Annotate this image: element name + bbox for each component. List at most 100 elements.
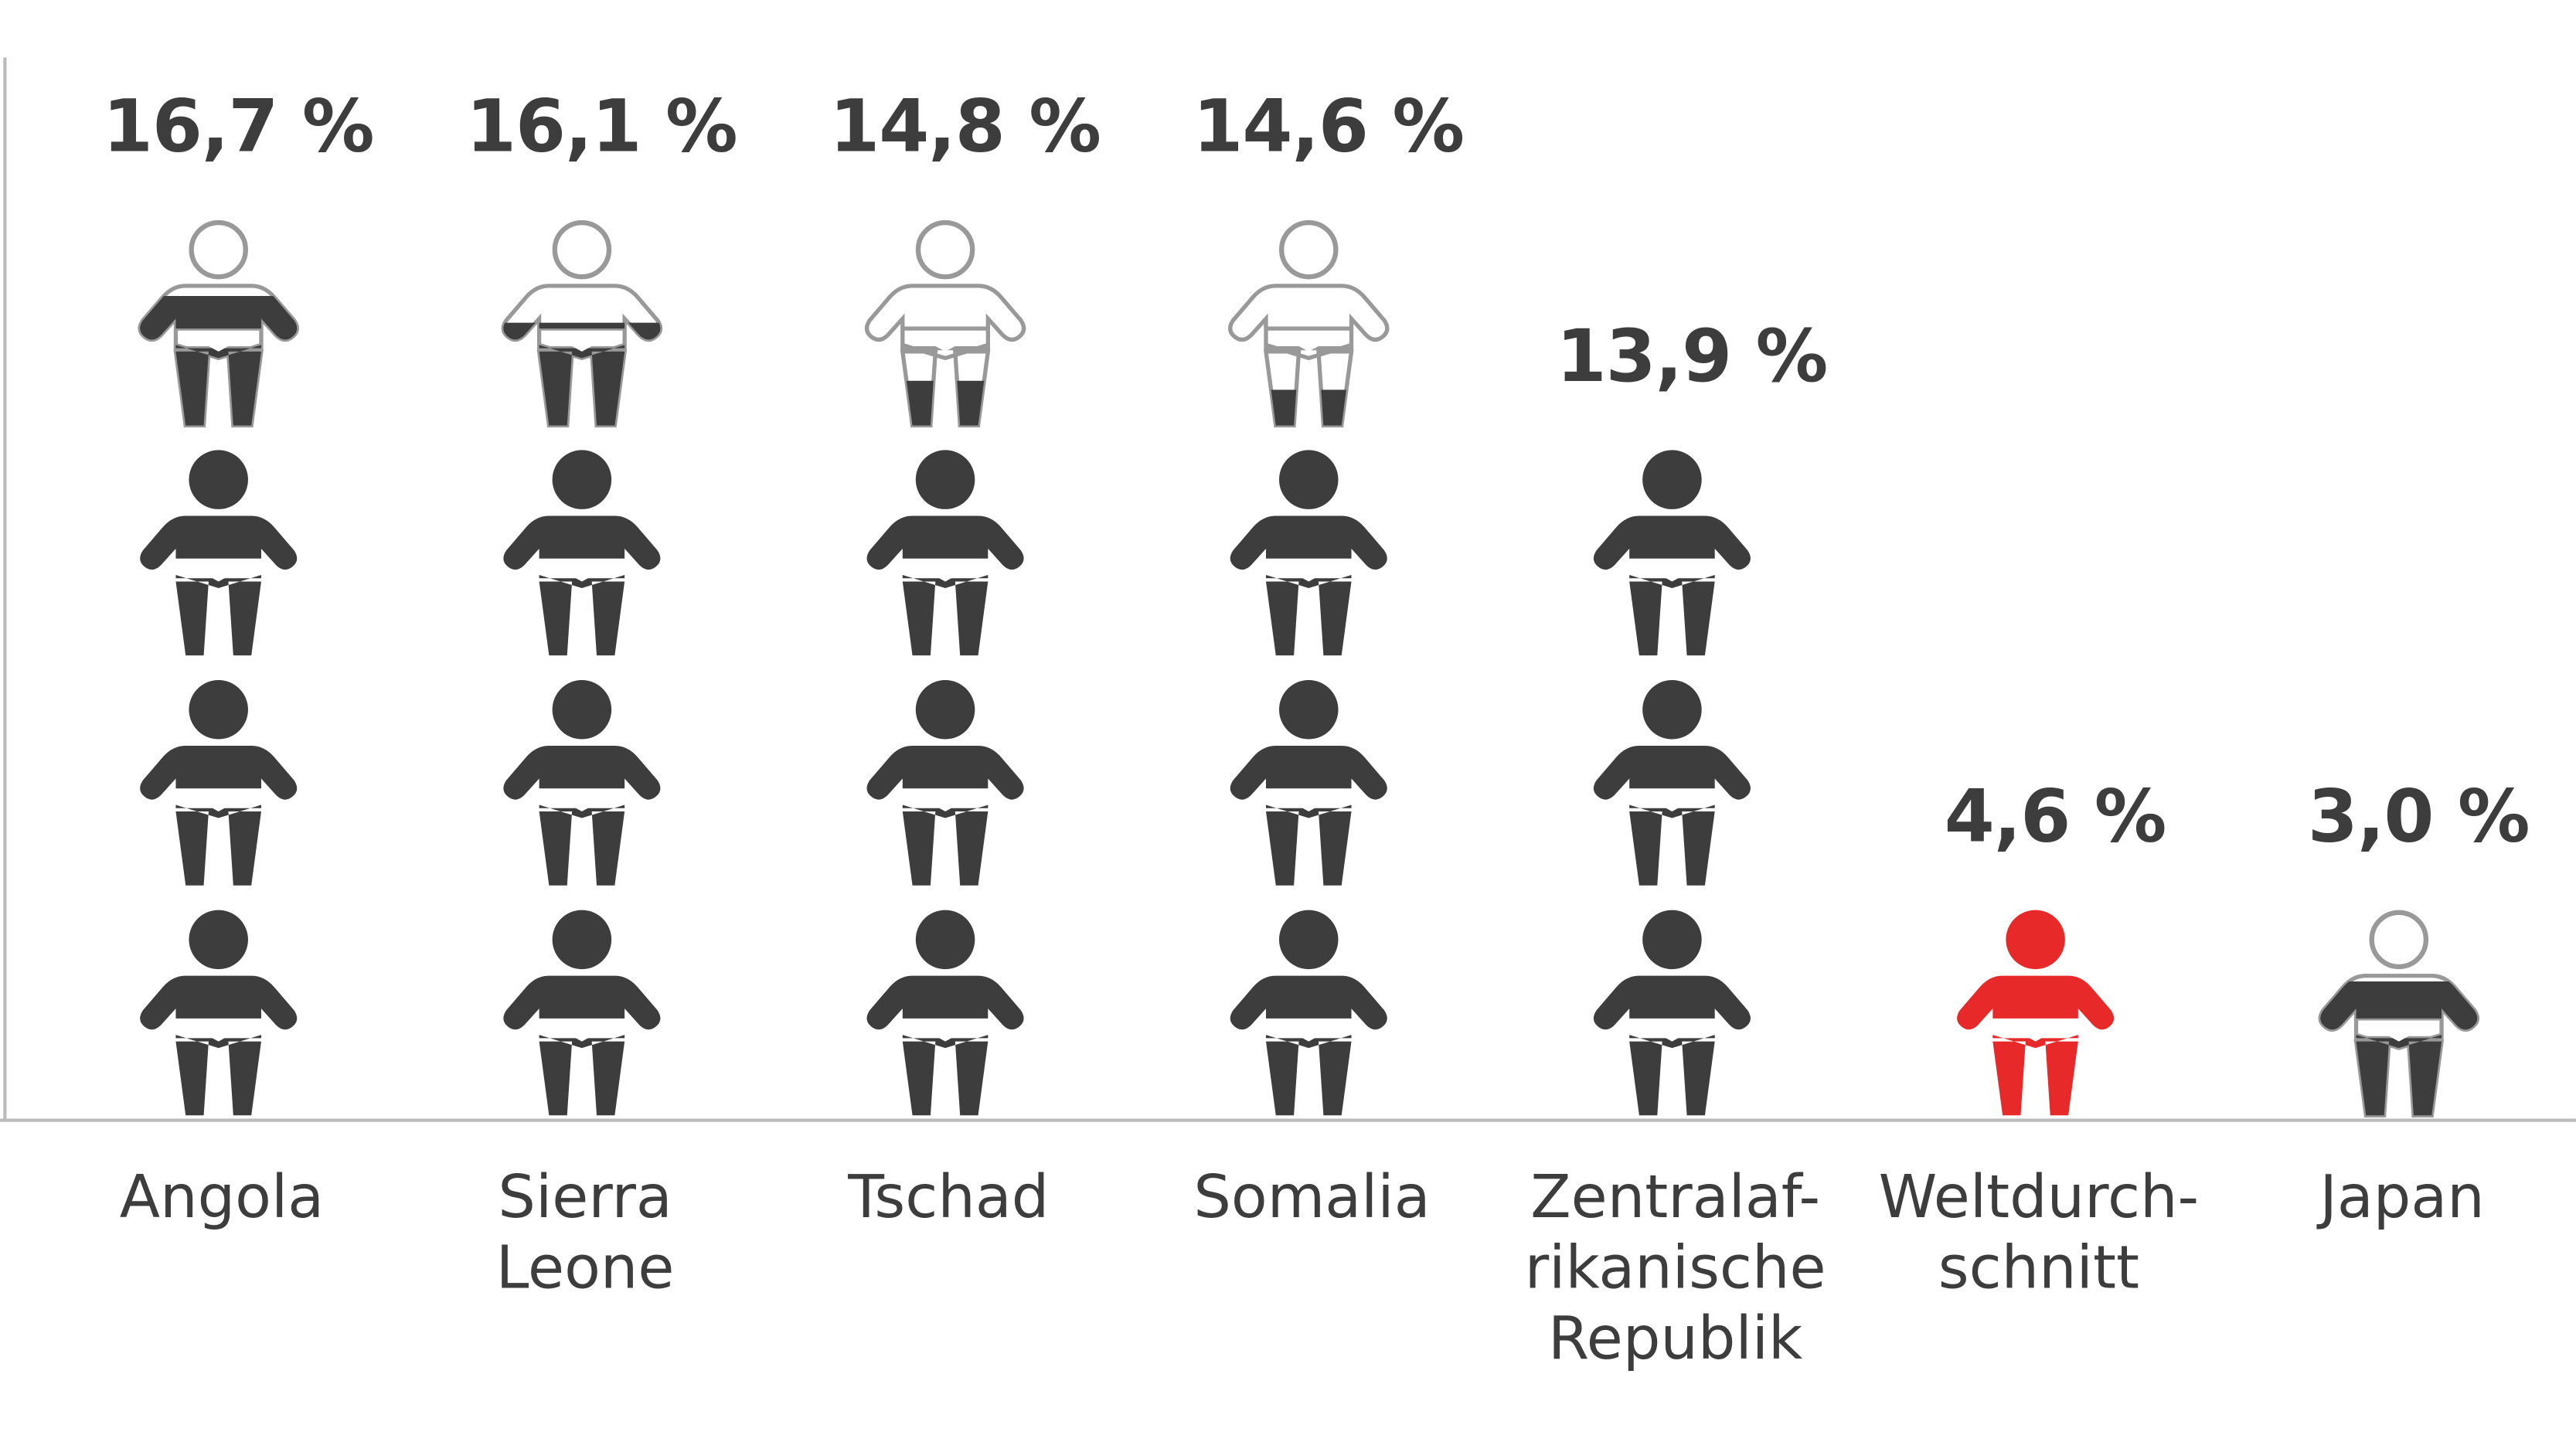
value-label: 14,6 % — [1193, 85, 1465, 169]
child-icon — [1230, 910, 1387, 1116]
icon-body — [140, 296, 298, 426]
icon-body — [2320, 981, 2478, 1116]
child-icon — [503, 679, 661, 886]
icon-head — [189, 450, 248, 509]
icon-head — [915, 910, 975, 970]
icon-body — [1230, 515, 1387, 656]
child-icon — [1228, 219, 1390, 428]
child-icon — [140, 679, 298, 886]
icon-diaper — [909, 332, 982, 352]
icon-head — [1278, 450, 1339, 509]
x-tick-label: Somalia — [1193, 1165, 1431, 1233]
icon-diaper — [182, 561, 255, 582]
icon-body — [503, 322, 661, 426]
x-tick-label: Zentralaf- rikanische Republik — [1524, 1165, 1826, 1374]
icon-head — [1642, 679, 1702, 740]
icon-body — [503, 515, 661, 656]
icon-head-outline — [2369, 910, 2429, 970]
icon-diaper — [1635, 561, 1709, 582]
icon-diaper — [1272, 561, 1346, 582]
x-tick-label: Angola — [119, 1165, 325, 1233]
child-icon — [1593, 679, 1751, 886]
icon-body — [866, 975, 1024, 1116]
child-icon — [866, 450, 1024, 656]
child-icon — [2318, 910, 2479, 1117]
icon-body — [866, 515, 1024, 656]
child-icon — [1230, 450, 1387, 656]
value-label: 14,8 % — [829, 85, 1101, 169]
child-icon — [866, 910, 1024, 1116]
x-tick-label: Sierra Leone — [495, 1165, 675, 1303]
icon-body — [1230, 746, 1387, 886]
icon-head-outline — [915, 219, 975, 280]
icon-body — [1593, 515, 1751, 656]
icon-head — [1278, 679, 1339, 740]
child-icon — [138, 219, 299, 428]
child-icon — [140, 910, 298, 1116]
icon-head — [1642, 910, 1702, 970]
icon-diaper — [909, 791, 982, 812]
child-icon — [1230, 679, 1387, 886]
icon-head — [2006, 910, 2065, 970]
icon-diaper — [2363, 1022, 2435, 1042]
icon-head-outline — [552, 219, 612, 280]
child-icon — [140, 450, 298, 656]
icon-body-outline — [1228, 284, 1390, 428]
icon-head — [552, 450, 612, 509]
child-icon — [864, 219, 1026, 428]
child-icon — [1957, 910, 2115, 1116]
x-tick-label: Tschad — [848, 1165, 1050, 1233]
icon-diaper — [909, 561, 982, 582]
icon-diaper — [546, 561, 618, 582]
child-icon — [1593, 910, 1751, 1116]
value-label: 13,9 % — [1556, 315, 1829, 400]
icon-body — [503, 746, 661, 886]
icon-diaper — [1635, 791, 1709, 812]
child-icon — [501, 219, 663, 428]
value-label: 16,1 % — [466, 85, 738, 169]
value-label: 4,6 % — [1944, 775, 2167, 859]
icon-diaper — [1272, 791, 1346, 812]
value-label: 16,7 % — [102, 85, 375, 169]
icon-body — [1593, 975, 1751, 1116]
icon-body — [140, 515, 298, 656]
icon-diaper — [546, 1022, 618, 1042]
icon-body — [866, 746, 1024, 886]
icon-body — [503, 975, 661, 1116]
icon-head — [552, 679, 612, 740]
icon-body — [1593, 746, 1751, 886]
icon-diaper — [1635, 1022, 1709, 1042]
icon-head — [915, 450, 975, 509]
icon-diaper — [1272, 332, 1346, 352]
icon-diaper — [182, 1022, 255, 1042]
icon-diaper — [1272, 1022, 1346, 1042]
icon-body-outline — [864, 284, 1026, 428]
icon-body — [140, 975, 298, 1116]
child-icon — [1593, 450, 1751, 656]
icon-fill — [2320, 981, 2478, 1116]
child-icon — [503, 450, 661, 656]
icon-body — [1230, 975, 1387, 1116]
icon-diaper — [546, 332, 618, 352]
icon-fill — [503, 322, 661, 426]
icon-body — [1271, 389, 1346, 426]
child-icon — [503, 910, 661, 1116]
icon-head — [189, 679, 248, 740]
icon-head — [189, 910, 248, 970]
icon-head — [915, 679, 975, 740]
icon-diaper — [182, 332, 255, 352]
x-tick-label: Weltdurch- schnitt — [1878, 1165, 2200, 1303]
icon-diaper — [182, 791, 255, 812]
icon-fill — [1271, 389, 1346, 426]
icon-head-outline — [1278, 219, 1339, 280]
x-tick-label: Japan — [2319, 1165, 2485, 1233]
icon-diaper — [909, 1022, 982, 1042]
icon-head-outline — [189, 219, 248, 280]
icon-fill — [140, 296, 298, 426]
icon-body — [906, 380, 985, 426]
icon-head — [1278, 910, 1339, 970]
child-icon — [866, 679, 1024, 886]
